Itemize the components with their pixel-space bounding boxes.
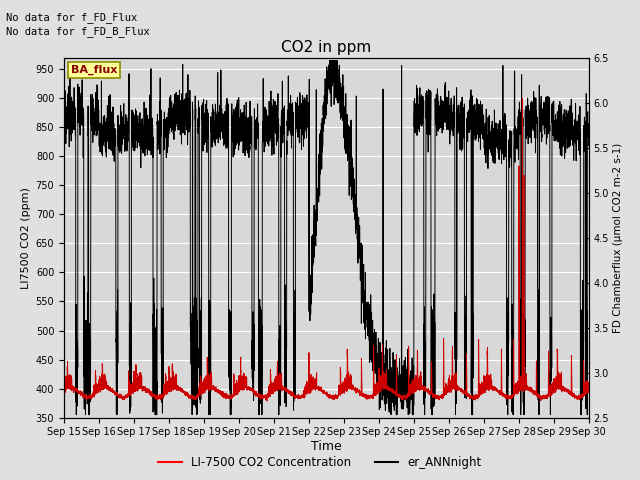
- Y-axis label: LI7500 CO2 (ppm): LI7500 CO2 (ppm): [22, 187, 31, 288]
- X-axis label: Time: Time: [311, 440, 342, 453]
- Text: No data for f_FD_B_Flux: No data for f_FD_B_Flux: [6, 26, 150, 37]
- Legend: LI-7500 CO2 Concentration, er_ANNnight: LI-7500 CO2 Concentration, er_ANNnight: [153, 452, 487, 474]
- Title: CO2 in ppm: CO2 in ppm: [281, 40, 372, 55]
- Y-axis label: FD Chamberflux (μmol CO2 m-2 s-1): FD Chamberflux (μmol CO2 m-2 s-1): [613, 143, 623, 333]
- Text: No data for f_FD_Flux: No data for f_FD_Flux: [6, 12, 138, 23]
- Text: BA_flux: BA_flux: [71, 64, 117, 75]
